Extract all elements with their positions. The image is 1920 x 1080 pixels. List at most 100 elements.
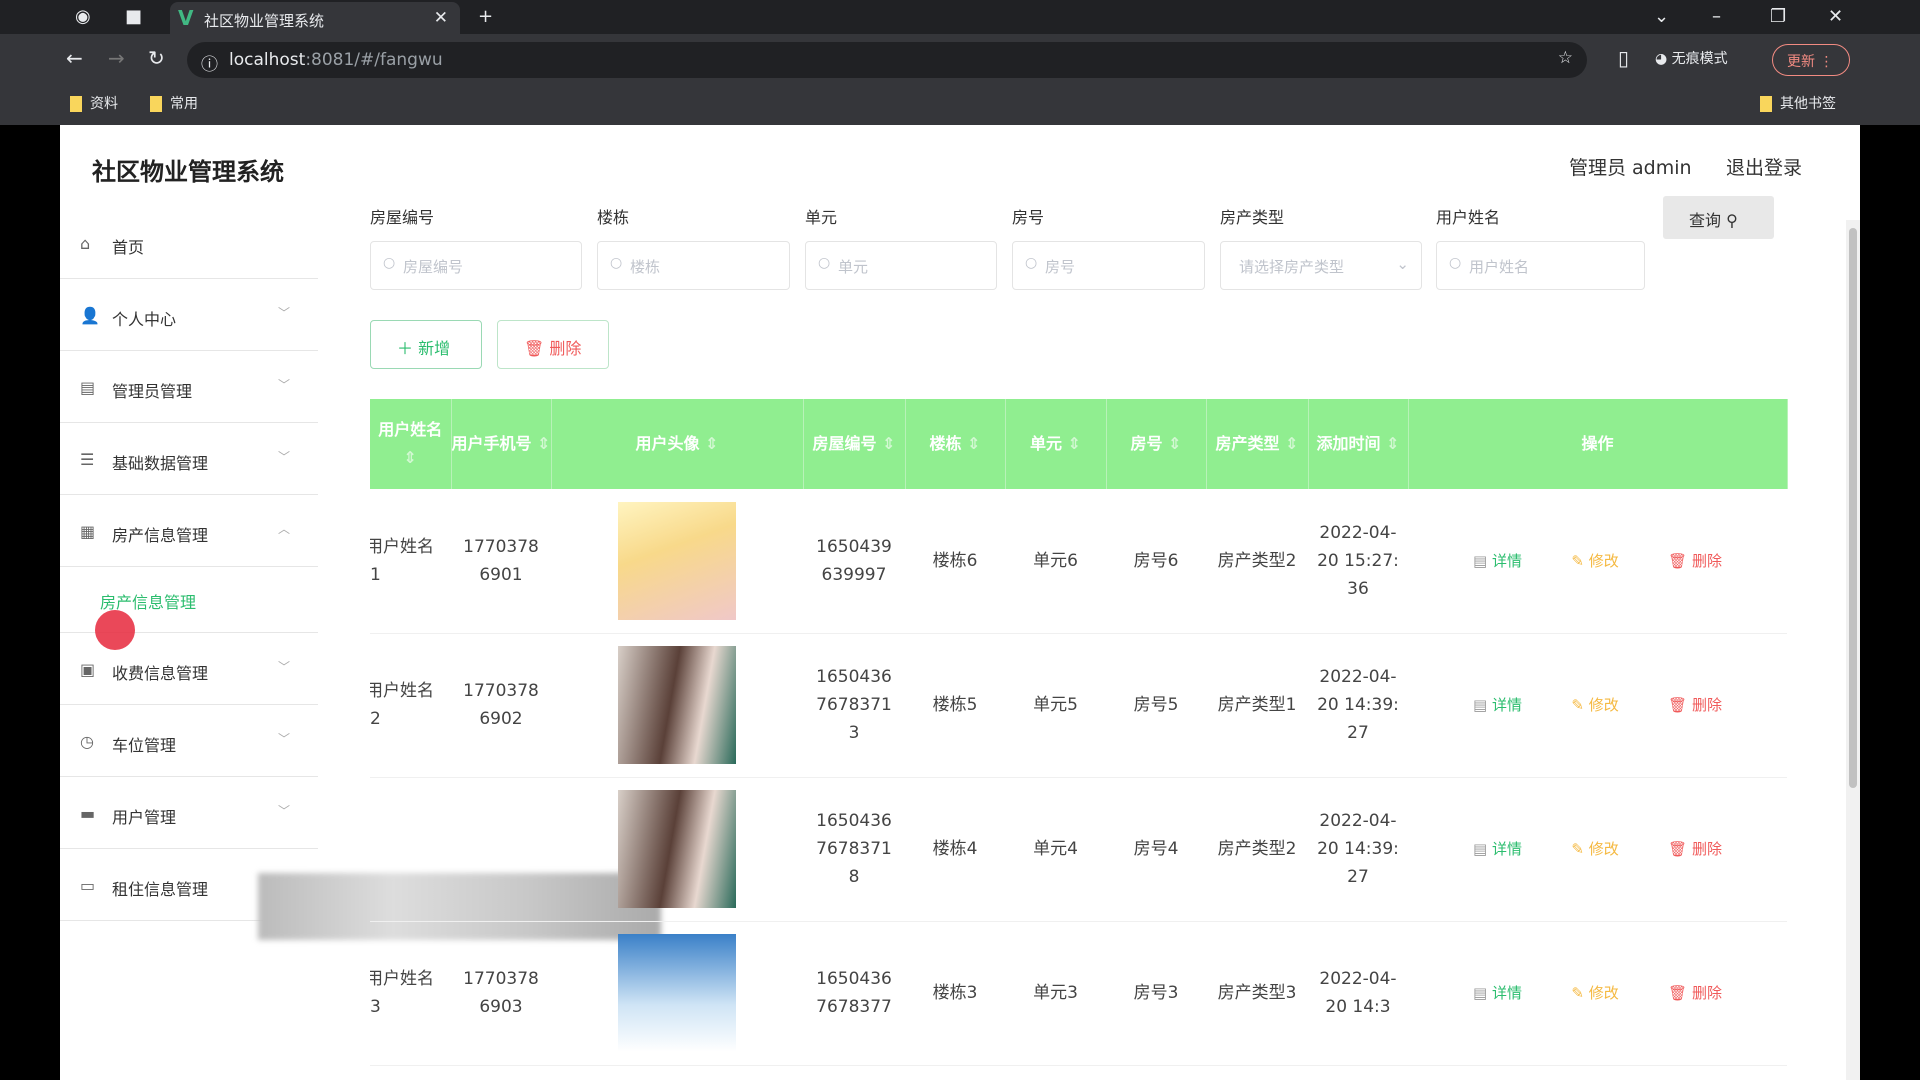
sidebar-item[interactable]: ▤ 管理员管理 ﹀: [60, 351, 318, 423]
tab-search-icon[interactable]: ⌄: [1654, 6, 1670, 27]
reload-icon[interactable]: ↻: [148, 46, 165, 70]
sort-icon[interactable]: ⇕: [1386, 434, 1400, 453]
cell-name: 用户姓名3: [370, 921, 451, 1066]
filter-label: 房产类型: [1220, 208, 1285, 227]
bookmark-folder[interactable]: 资料: [70, 93, 118, 113]
column-header[interactable]: 房产类型 ⇕: [1206, 399, 1309, 489]
filter-input[interactable]: ○ 用户姓名: [1436, 241, 1645, 290]
incognito-indicator[interactable]: ◕ 无痕模式: [1655, 48, 1728, 68]
scrollbar[interactable]: [1846, 220, 1860, 1080]
filter-input[interactable]: ○ 单元: [805, 241, 997, 290]
avatar[interactable]: [618, 646, 736, 764]
header-label: 楼栋: [929, 434, 962, 453]
column-header[interactable]: 房号 ⇕: [1106, 399, 1207, 489]
sort-icon[interactable]: ⇕: [882, 434, 896, 453]
sidebar-subitem-house-info[interactable]: 房产信息管理: [60, 567, 318, 633]
close-tab-icon[interactable]: ✕: [433, 8, 448, 28]
logout-link[interactable]: 退出登录: [1726, 157, 1803, 179]
pencil-icon: ✎: [1571, 551, 1584, 570]
avatar[interactable]: [618, 934, 736, 1052]
cell-type: 房产类型3: [1206, 921, 1308, 1066]
close-window-icon[interactable]: ✕: [1828, 6, 1844, 27]
delete-button[interactable]: 🗑 删除: [1668, 696, 1722, 714]
avatar[interactable]: [618, 501, 736, 620]
browser-tab[interactable]: V 社区物业管理系统 ✕: [170, 2, 460, 36]
placeholder: 用户姓名: [1469, 258, 1530, 276]
sort-icon[interactable]: ⇕: [1168, 434, 1182, 453]
side-panel-icon[interactable]: ▯: [1618, 46, 1630, 70]
batch-delete-button[interactable]: 🗑 删除: [497, 320, 609, 369]
detail-button[interactable]: ▤ 详情: [1473, 984, 1522, 1002]
sidebar-item[interactable]: ◷ 车位管理 ﹀: [60, 705, 318, 777]
edit-button[interactable]: ✎ 修改: [1571, 840, 1618, 858]
filter-input[interactable]: ○ 房号: [1012, 241, 1205, 290]
list-icon: ☰: [80, 450, 95, 469]
sort-icon[interactable]: ⇕: [705, 434, 719, 453]
detail-button[interactable]: ▤ 详情: [1473, 840, 1522, 858]
cell-avatar: [551, 633, 803, 778]
sort-icon[interactable]: ⇕: [403, 448, 417, 467]
add-label: 新增: [418, 339, 451, 358]
query-button[interactable]: 查询 ⚲: [1663, 196, 1774, 239]
cell-time: 2022-04-20 14:39:27: [1308, 633, 1408, 778]
filter-label: 房号: [1012, 208, 1045, 227]
other-bookmarks[interactable]: 其他书签: [1760, 93, 1836, 113]
sort-icon[interactable]: ⇕: [1067, 434, 1081, 453]
column-header[interactable]: 单元 ⇕: [1005, 399, 1107, 489]
update-button[interactable]: 更新 ⋮: [1772, 44, 1850, 76]
column-header[interactable]: 楼栋 ⇕: [905, 399, 1006, 489]
filter-select[interactable]: 请选择房产类型 ⌄: [1220, 241, 1422, 290]
cell-phone: 17703786903: [451, 921, 551, 1066]
column-header[interactable]: 用户手机号 ⇕: [451, 399, 552, 489]
header-label: 添加时间: [1316, 434, 1381, 453]
sidebar-item[interactable]: ▣ 收费信息管理 ﹀: [60, 633, 318, 705]
tab-overview-icon[interactable]: ■: [125, 6, 143, 27]
incognito-label: 无痕模式: [1671, 51, 1728, 67]
detail-button[interactable]: ▤ 详情: [1473, 696, 1522, 714]
column-header[interactable]: 用户姓名 ⇕: [370, 399, 452, 489]
chevron-down-icon: ﹀: [277, 804, 290, 818]
address-bar[interactable]: ⓘ localhost:8081/#/fangwu ☆: [187, 42, 1587, 78]
delete-button[interactable]: 🗑 删除: [1668, 984, 1722, 1002]
bookmark-folder[interactable]: 常用: [150, 93, 198, 113]
minimize-icon[interactable]: –: [1712, 6, 1721, 27]
column-header[interactable]: 用户头像 ⇕: [551, 399, 804, 489]
sort-icon[interactable]: ⇕: [1285, 434, 1299, 453]
chevron-down-icon: ﹀: [277, 306, 290, 320]
filter-input[interactable]: ○ 楼栋: [597, 241, 790, 290]
edit-button[interactable]: ✎ 修改: [1571, 552, 1618, 570]
edit-button[interactable]: ✎ 修改: [1571, 984, 1618, 1002]
plus-icon: ＋: [397, 339, 414, 358]
edit-button[interactable]: ✎ 修改: [1571, 696, 1618, 714]
sort-icon[interactable]: ⇕: [967, 434, 981, 453]
cell-actions: ▤ 详情 ✎ 修改 🗑 删除: [1408, 921, 1787, 1066]
detail-button[interactable]: ▤ 详情: [1473, 552, 1522, 570]
sidebar-item[interactable]: ☰ 基础数据管理 ﹀: [60, 423, 318, 495]
folder-icon: [150, 96, 162, 112]
sidebar-item[interactable]: 👤 个人中心 ﹀: [60, 279, 318, 351]
document-icon: ▤: [1472, 840, 1488, 858]
restore-icon[interactable]: ❐: [1770, 6, 1787, 27]
sidebar-item[interactable]: ⌂ 首页: [60, 207, 318, 279]
new-tab-icon[interactable]: +: [478, 6, 494, 27]
sidebar-item-label: 首页: [112, 238, 145, 257]
bookmark-star-icon[interactable]: ☆: [1557, 48, 1573, 68]
sidebar-item[interactable]: ▦ 房产信息管理 ︿: [60, 495, 318, 567]
avatar[interactable]: [618, 790, 736, 908]
cell-room: 房号5: [1106, 633, 1206, 778]
chevron-down-icon: ﹀: [277, 450, 290, 464]
sort-icon[interactable]: ⇕: [537, 434, 551, 453]
column-header[interactable]: 操作: [1408, 399, 1788, 489]
delete-button[interactable]: 🗑 删除: [1668, 552, 1722, 570]
forward-icon[interactable]: →: [108, 46, 125, 70]
delete-button[interactable]: 🗑 删除: [1668, 840, 1722, 858]
column-header[interactable]: 房屋编号 ⇕: [803, 399, 906, 489]
back-icon[interactable]: ←: [66, 46, 83, 70]
edit-label: 修改: [1588, 696, 1619, 714]
add-button[interactable]: ＋ 新增: [370, 320, 482, 369]
scrollbar-thumb[interactable]: [1849, 228, 1857, 788]
cell-avatar: [551, 921, 803, 1066]
filter-input[interactable]: ○ 房屋编号: [370, 241, 582, 290]
sidebar-item[interactable]: ▬ 用户管理 ﹀: [60, 777, 318, 849]
column-header[interactable]: 添加时间 ⇕: [1308, 399, 1409, 489]
